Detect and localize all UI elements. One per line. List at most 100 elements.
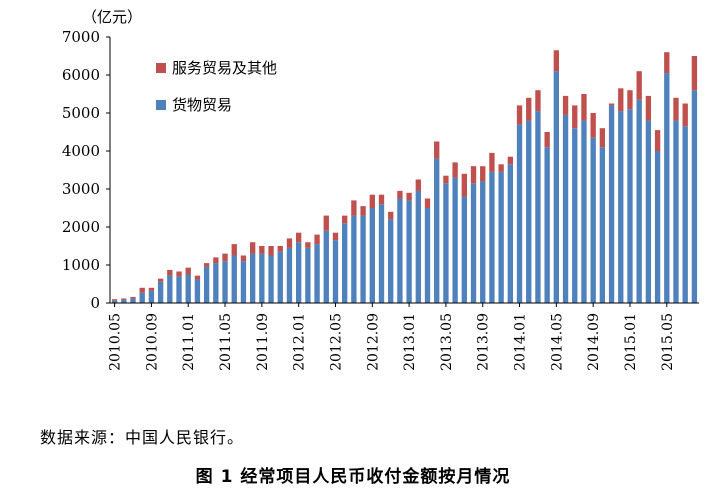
bar-goods (332, 240, 339, 303)
bar-service (249, 242, 256, 254)
legend-swatch-service (156, 63, 166, 73)
y-axis: 0 1000 2000 3000 4000 5000 6000 7000 (62, 28, 111, 312)
bar-service (305, 242, 311, 248)
bar-goods (544, 147, 550, 303)
bar-service (608, 103, 615, 106)
y-tick-label: 7000 (62, 28, 100, 46)
bar-service (406, 192, 412, 201)
bar-goods (673, 120, 679, 303)
bar-goods (148, 290, 155, 303)
bar-service (388, 211, 394, 220)
bar-goods (415, 190, 421, 303)
bar-goods (388, 219, 394, 303)
legend-label-goods: 货物贸易 (172, 96, 232, 114)
bar-goods (194, 279, 201, 303)
bar-service (682, 103, 688, 127)
bar-goods (526, 120, 532, 303)
bar-service (415, 179, 421, 191)
y-axis-unit-label: （亿元） (82, 8, 142, 26)
bar-goods (231, 255, 237, 303)
bar-goods (139, 292, 145, 303)
x-tick-label: 2015.05 (660, 313, 676, 371)
bar-goods (157, 281, 164, 303)
bar-service (157, 278, 164, 282)
y-tick-label: 2000 (62, 218, 100, 236)
x-tick-label: 2014.05 (549, 313, 565, 371)
bar-service (121, 298, 127, 300)
bar-goods (553, 71, 560, 303)
bar-goods (176, 276, 182, 303)
x-tick-label: 2015.01 (623, 313, 639, 371)
bar-service (572, 105, 578, 129)
bar-service (424, 198, 431, 208)
bar-goods (249, 253, 256, 303)
x-axis: 2010.05 2010.09 2011.01 2011.05 2011.09 2012.… (108, 302, 699, 371)
bar-service (286, 238, 293, 248)
bar-goods (277, 251, 283, 303)
bar-goods (397, 198, 403, 303)
bar-goods (351, 215, 357, 303)
bar-service (342, 215, 348, 224)
legend-label-service: 服务贸易及其他 (172, 59, 277, 77)
legend-swatch-goods (156, 100, 166, 110)
bar-service (645, 95, 652, 121)
bar-goods (599, 147, 606, 303)
bar-goods (305, 247, 311, 303)
bar-service (443, 175, 449, 184)
bar-service (130, 296, 136, 299)
bar-goods (682, 126, 688, 303)
bar-goods (259, 253, 265, 303)
bar-goods (691, 90, 698, 303)
y-tick-label: 3000 (62, 180, 100, 198)
y-tick-label: 6000 (62, 66, 100, 84)
bar-service (268, 246, 274, 256)
x-tick-label: 2010.05 (108, 313, 124, 371)
bar-service (544, 132, 550, 148)
bar-goods (443, 183, 449, 303)
bar-service (360, 206, 366, 216)
bar-goods (590, 137, 596, 303)
bar-goods (406, 200, 412, 303)
bar-service (654, 130, 661, 151)
x-tick-label: 2013.05 (439, 313, 455, 371)
bar-goods (664, 73, 670, 303)
bar-goods (203, 266, 210, 303)
bar-service (167, 269, 173, 276)
bar-goods (268, 255, 274, 303)
bar-goods (636, 99, 642, 303)
legend: 服务贸易及其他 货物贸易 (156, 59, 277, 114)
bar-service (231, 244, 237, 256)
bar-goods (342, 223, 348, 303)
bar-service (314, 234, 320, 245)
bar-service (553, 50, 560, 72)
bar-goods (434, 158, 440, 303)
bar-service (452, 162, 458, 178)
x-tick-label: 2012.09 (365, 313, 381, 371)
x-tick-label: 2012.05 (328, 313, 344, 371)
bar-goods (424, 208, 431, 303)
bar-goods (516, 124, 523, 304)
bar-goods (470, 183, 477, 303)
y-tick-label: 4000 (62, 142, 100, 160)
bar-goods (480, 181, 486, 303)
y-tick-label: 5000 (62, 104, 100, 122)
bar-service (111, 299, 118, 301)
bar-service (176, 271, 182, 277)
bar-service (203, 263, 210, 267)
bar-service (194, 275, 201, 280)
bar-service (618, 88, 624, 112)
bar-goods (645, 120, 652, 303)
bar-goods (498, 171, 504, 303)
bar-service (240, 255, 247, 262)
bar-service (664, 52, 670, 74)
x-tick-label: 2011.09 (255, 313, 271, 371)
bar-service (461, 173, 467, 197)
bar-goods (314, 244, 320, 303)
bar-goods (360, 215, 366, 303)
bar-service (213, 257, 219, 264)
bar-service (397, 190, 403, 199)
bar-goods (240, 261, 247, 303)
bar-service (222, 253, 228, 262)
bar-goods (130, 298, 136, 303)
bar-service (185, 267, 191, 275)
